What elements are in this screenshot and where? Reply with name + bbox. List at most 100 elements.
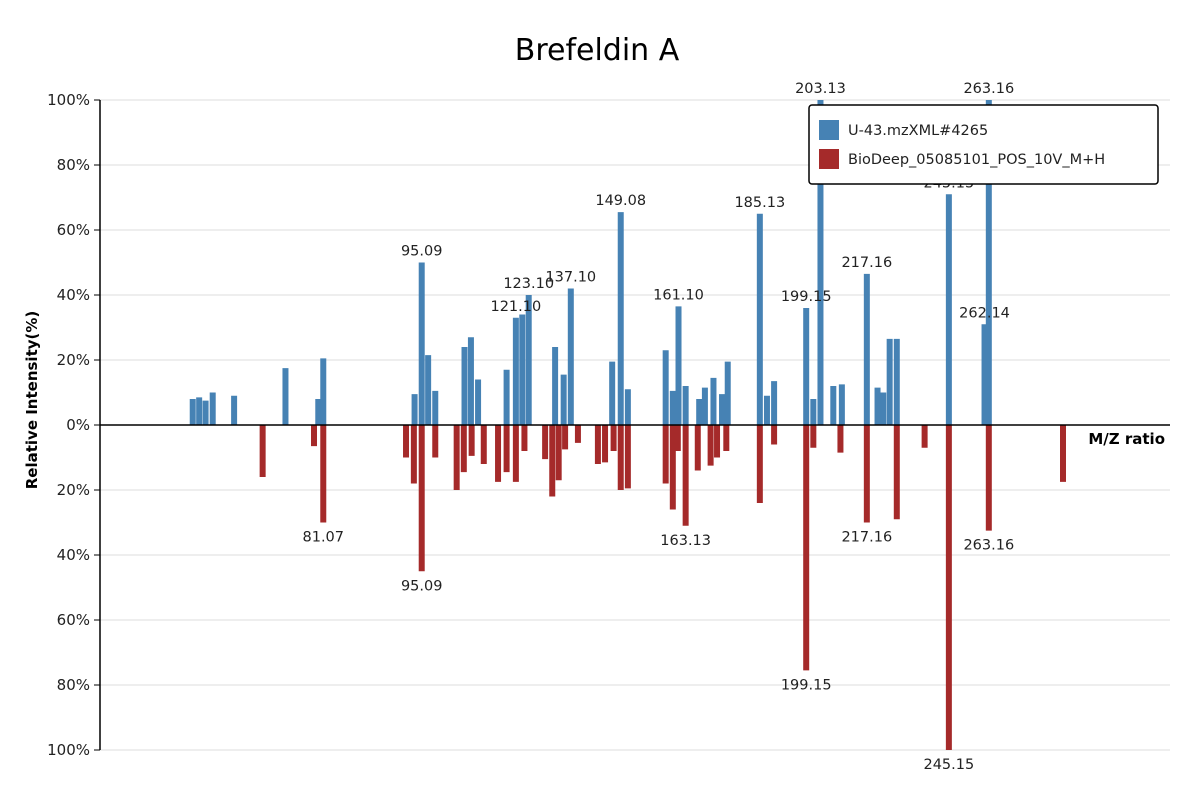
sample-peak-bar [461,347,468,425]
reference-peak-bar [682,425,689,526]
y-tick-label: 40% [57,546,90,564]
sample-peak-bar [669,390,676,425]
sample-peak-bar [886,338,893,425]
reference-peak-bar [694,425,701,471]
sample-peak-bar [567,288,574,425]
sample-peak-bar [475,379,482,425]
reference-peak-bar [610,425,617,451]
sample-peak-bar [196,397,203,425]
reference-peak-bar [460,425,467,473]
sample-peak-bar [985,100,992,425]
sample-peak-bar [763,395,770,425]
reference-peak-bar [311,425,317,447]
reference-peak-bar [418,425,425,572]
reference-peak-bar [707,425,714,466]
sample-peak-bar [893,338,900,425]
reference-peak-bar [521,425,528,451]
sample-peak-bar [880,392,887,425]
reference-peak-bar [403,425,410,458]
sample-peak-bar [519,314,526,425]
legend-swatch-reference [819,149,839,169]
sample-peak-bar [231,395,238,425]
reference-peak-bar [756,425,763,503]
y-tick-label: 20% [57,351,90,369]
reference-peak-bar [863,425,870,523]
sample-peak-bar [209,392,216,425]
sample-peak-label: 149.08 [595,193,646,209]
legend: U-43.mzXML#4265 BioDeep_05085101_POS_10V… [808,104,1159,185]
sample-peak-bar [189,399,196,425]
y-axis-ticks: 100% 80% 60% 40% 20% 0% 20% 40% 60% 80% 100% [47,91,100,759]
sample-peak-bar [981,324,988,425]
grid-lines [100,99,1170,751]
sample-series-bars [189,100,992,425]
reference-peak-bar [574,425,581,443]
sample-peak-bar [710,377,717,425]
reference-peak-bar [594,425,601,464]
reference-peak-bar [410,425,417,484]
y-tick-label: 40% [57,286,90,304]
legend-box [808,104,1159,185]
y-tick-label: 80% [57,156,90,174]
reference-peak-bar [803,425,810,671]
sample-peak-bar [682,386,689,425]
reference-peak-bar [662,425,669,484]
sample-peak-label: 203.13 [795,81,846,97]
reference-peak-bar [432,425,439,458]
sample-peak-label: 263.16 [963,81,1014,97]
sample-peak-bar [724,361,731,425]
sample-peak-bar [675,306,682,425]
reference-peak-label: 81.07 [303,530,345,546]
reference-series-bars [259,425,1066,750]
reference-peak-bar [549,425,556,497]
y-tick-label: 80% [57,676,90,694]
reference-peak-bar [555,425,562,481]
sample-peak-bar [756,213,763,425]
y-tick-label: 20% [57,481,90,499]
sample-peak-bar [803,308,810,425]
reference-peak-bar [453,425,460,490]
reference-peak-bar [837,425,844,453]
sample-peak-label: 161.10 [653,287,704,303]
reference-peak-bar [562,425,569,450]
sample-peak-bar [617,212,624,425]
sample-peak-label: 121.10 [490,299,541,315]
sample-peak-bar [830,386,837,425]
reference-peak-bar [893,425,900,520]
sample-peak-label: 137.10 [545,270,596,286]
sample-peak-bar [467,337,474,425]
reference-peak-bar [320,425,327,523]
sample-peak-bar [315,399,322,425]
reference-peak-label: 245.15 [923,757,974,773]
sample-peak-bar [411,394,418,425]
reference-peak-bar [669,425,676,510]
sample-peak-bar [320,358,327,425]
sample-peak-bar [418,262,425,425]
y-tick-label: 100% [47,741,90,759]
sample-peak-label: 217.16 [841,255,892,271]
sample-peak-bar [560,374,567,425]
reference-peak-bar [714,425,721,458]
sample-peak-bar [701,387,708,425]
sample-peak-bar [525,295,532,425]
sample-peak-bar [552,347,559,425]
sample-peak-label: 199.15 [781,289,832,305]
sample-peak-bar [662,350,669,425]
sample-peak-bar [512,317,519,425]
reference-peak-bar [602,425,609,463]
reference-peak-label: 95.09 [401,578,443,594]
sample-peak-bar [874,387,881,425]
legend-swatch-sample [819,120,839,140]
reference-peak-bar [495,425,502,482]
reference-peak-bar [723,425,730,451]
sample-peak-bar [817,100,824,425]
reference-peak-bar [624,425,631,489]
y-tick-label: 60% [57,611,90,629]
reference-peak-bar [674,425,681,451]
reference-peak-bar [468,425,475,456]
chart-title: Brefeldin A [515,33,680,68]
y-tick-label: 100% [47,91,90,109]
reference-peak-bar [985,425,992,531]
